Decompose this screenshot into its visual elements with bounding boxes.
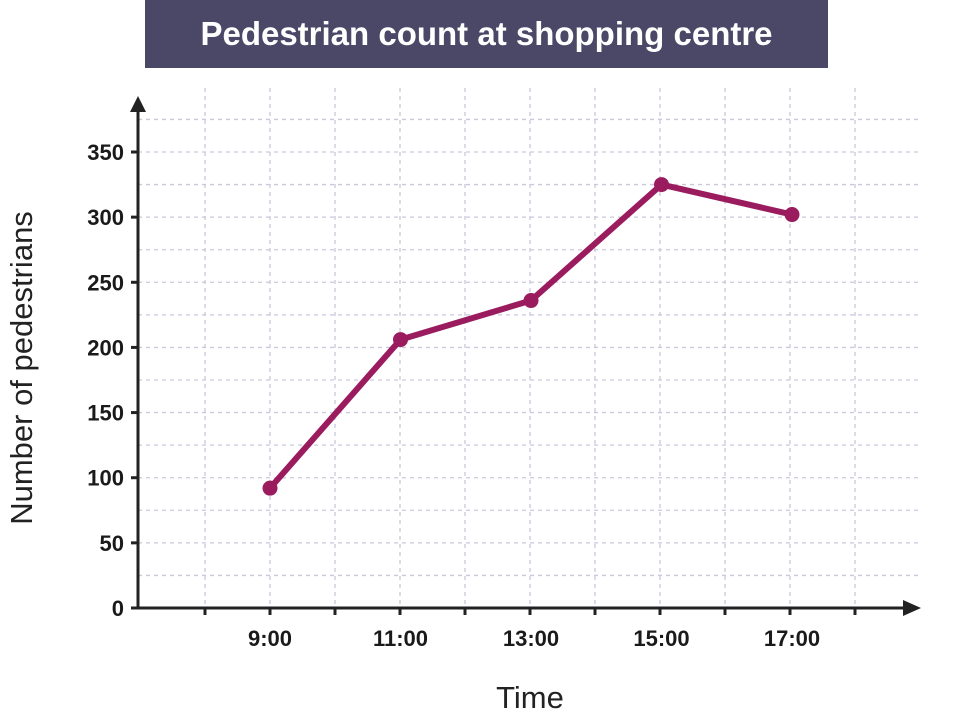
y-axis-ticks: 0 50 100 150 200 250 300 350: [87, 140, 138, 621]
series-line: [267, 181, 795, 492]
x-tick-label: 13:00: [503, 626, 559, 651]
x-tick-label: 9:00: [248, 626, 292, 651]
y-tick-label: 300: [87, 205, 124, 230]
y-tick-label: 0: [112, 596, 124, 621]
x-tick-label: 11:00: [373, 626, 428, 651]
data-point: [523, 293, 539, 309]
data-point: [393, 332, 408, 348]
grid: [138, 88, 922, 608]
y-tick-label: 50: [100, 531, 124, 556]
x-axis-arrow: [903, 600, 921, 616]
series: [262, 177, 800, 496]
y-axis-label: Number of pedestrians: [4, 211, 39, 525]
y-tick-label: 150: [87, 401, 124, 426]
y-tick-label: 350: [87, 140, 124, 165]
chart-title: Pedestrian count at shopping centre: [145, 0, 828, 68]
x-tick-label: 15:00: [633, 626, 689, 651]
data-point: [784, 207, 800, 223]
y-axis-arrow: [130, 96, 146, 112]
y-tick-label: 250: [87, 270, 124, 295]
x-axis-label: Time: [496, 680, 564, 715]
y-tick-label: 100: [87, 466, 124, 491]
axes: [130, 96, 921, 616]
data-point: [262, 480, 278, 496]
y-tick-label: 200: [87, 335, 124, 360]
x-axis-ticks: 9:00 11:00 13:00 15:00 17:00: [203, 608, 857, 651]
data-point: [654, 177, 669, 193]
x-tick-label: 17:00: [764, 626, 820, 651]
